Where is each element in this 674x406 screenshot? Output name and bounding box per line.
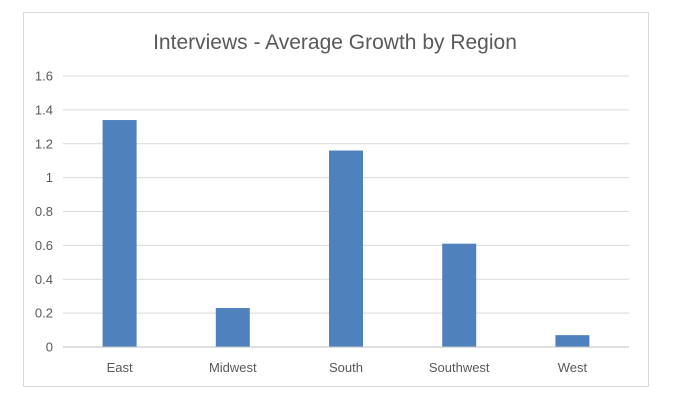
y-tick-label: 0.8 (35, 204, 53, 219)
x-category-label: East (107, 360, 133, 375)
y-tick-label: 1 (46, 170, 53, 185)
y-tick-label: 1.4 (35, 102, 53, 117)
bar-southwest (442, 243, 477, 347)
y-axis-ticks: 0 0.2 0.4 0.6 0.8 1 1.2 1.4 1.6 (35, 69, 53, 355)
bar-east (102, 120, 137, 347)
y-tick-label: 1.6 (35, 69, 53, 84)
x-category-label: Southwest (429, 360, 490, 375)
chart-title: Interviews - Average Growth by Region (153, 31, 517, 54)
bar-midwest (215, 308, 250, 347)
y-tick-label: 0 (46, 340, 53, 355)
y-tick-label: 0.4 (35, 272, 53, 287)
y-tick-label: 1.2 (35, 136, 53, 151)
y-tick-label: 0.2 (35, 306, 53, 321)
x-axis-categories: East Midwest South Southwest West (107, 360, 588, 375)
bar-south (329, 150, 363, 347)
bars (102, 120, 590, 347)
x-category-label: West (558, 360, 588, 375)
x-category-label: South (329, 360, 363, 375)
y-tick-label: 0.6 (35, 238, 53, 253)
x-category-label: Midwest (209, 360, 257, 375)
bar-west (555, 335, 590, 347)
